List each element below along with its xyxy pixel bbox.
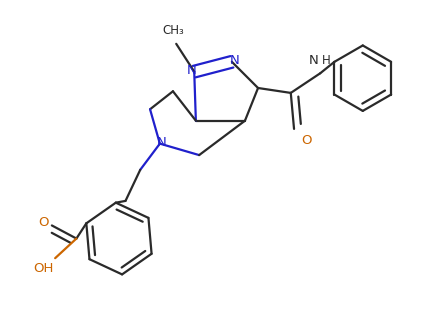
Text: H: H [322,54,330,68]
Text: OH: OH [33,262,53,275]
Text: O: O [301,134,311,147]
Text: N: N [186,63,196,76]
Text: N: N [308,54,317,68]
Text: N: N [229,54,239,67]
Text: O: O [38,216,49,229]
Text: N: N [156,137,166,149]
Text: CH₃: CH₃ [162,24,184,37]
